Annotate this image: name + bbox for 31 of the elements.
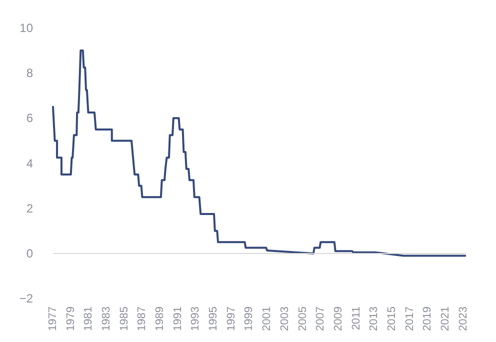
x-tick-label: 2001 bbox=[261, 306, 274, 332]
x-tick-label: 1995 bbox=[208, 306, 220, 332]
x-tick-label: 2003 bbox=[278, 306, 291, 332]
x-tick-label: 1989 bbox=[154, 306, 166, 332]
y-tick-label: 0 bbox=[26, 246, 34, 260]
x-tick-label: 1979 bbox=[64, 306, 77, 332]
x-tick-label: 2005 bbox=[296, 306, 309, 332]
x-tick-label: 1997 bbox=[225, 306, 238, 332]
x-tick-label: 1991 bbox=[172, 306, 184, 332]
y-tick-label: 4 bbox=[26, 156, 34, 170]
x-tick-label: 1981 bbox=[82, 306, 95, 332]
y-tick-label: 6 bbox=[26, 111, 34, 126]
x-tick-label: 2011 bbox=[350, 306, 362, 330]
x-tick-label: 2017 bbox=[404, 306, 416, 332]
x-tick-label: 2023 bbox=[457, 306, 470, 332]
x-tick-label: 1983 bbox=[100, 306, 113, 332]
x-tick-label: 2019 bbox=[422, 306, 434, 332]
x-tick-label: 1993 bbox=[190, 306, 202, 332]
x-tick-label: 1977 bbox=[47, 306, 59, 332]
x-tick-label: 1987 bbox=[136, 306, 148, 332]
x-tick-label: 1999 bbox=[243, 306, 256, 332]
x-tick-label: 2021 bbox=[439, 306, 452, 332]
y-tick-label: 2 bbox=[26, 201, 34, 216]
x-tick-label: 2015 bbox=[386, 306, 398, 332]
y-tick-label: −2 bbox=[19, 292, 34, 306]
y-tick-label: 8 bbox=[26, 66, 34, 80]
x-tick-label: 2013 bbox=[368, 306, 380, 332]
x-tick-label: 1985 bbox=[118, 306, 130, 332]
y-tick-label: 10 bbox=[20, 21, 34, 35]
x-tick-label: 2007 bbox=[314, 306, 327, 332]
x-tick-label: 2009 bbox=[332, 306, 344, 332]
